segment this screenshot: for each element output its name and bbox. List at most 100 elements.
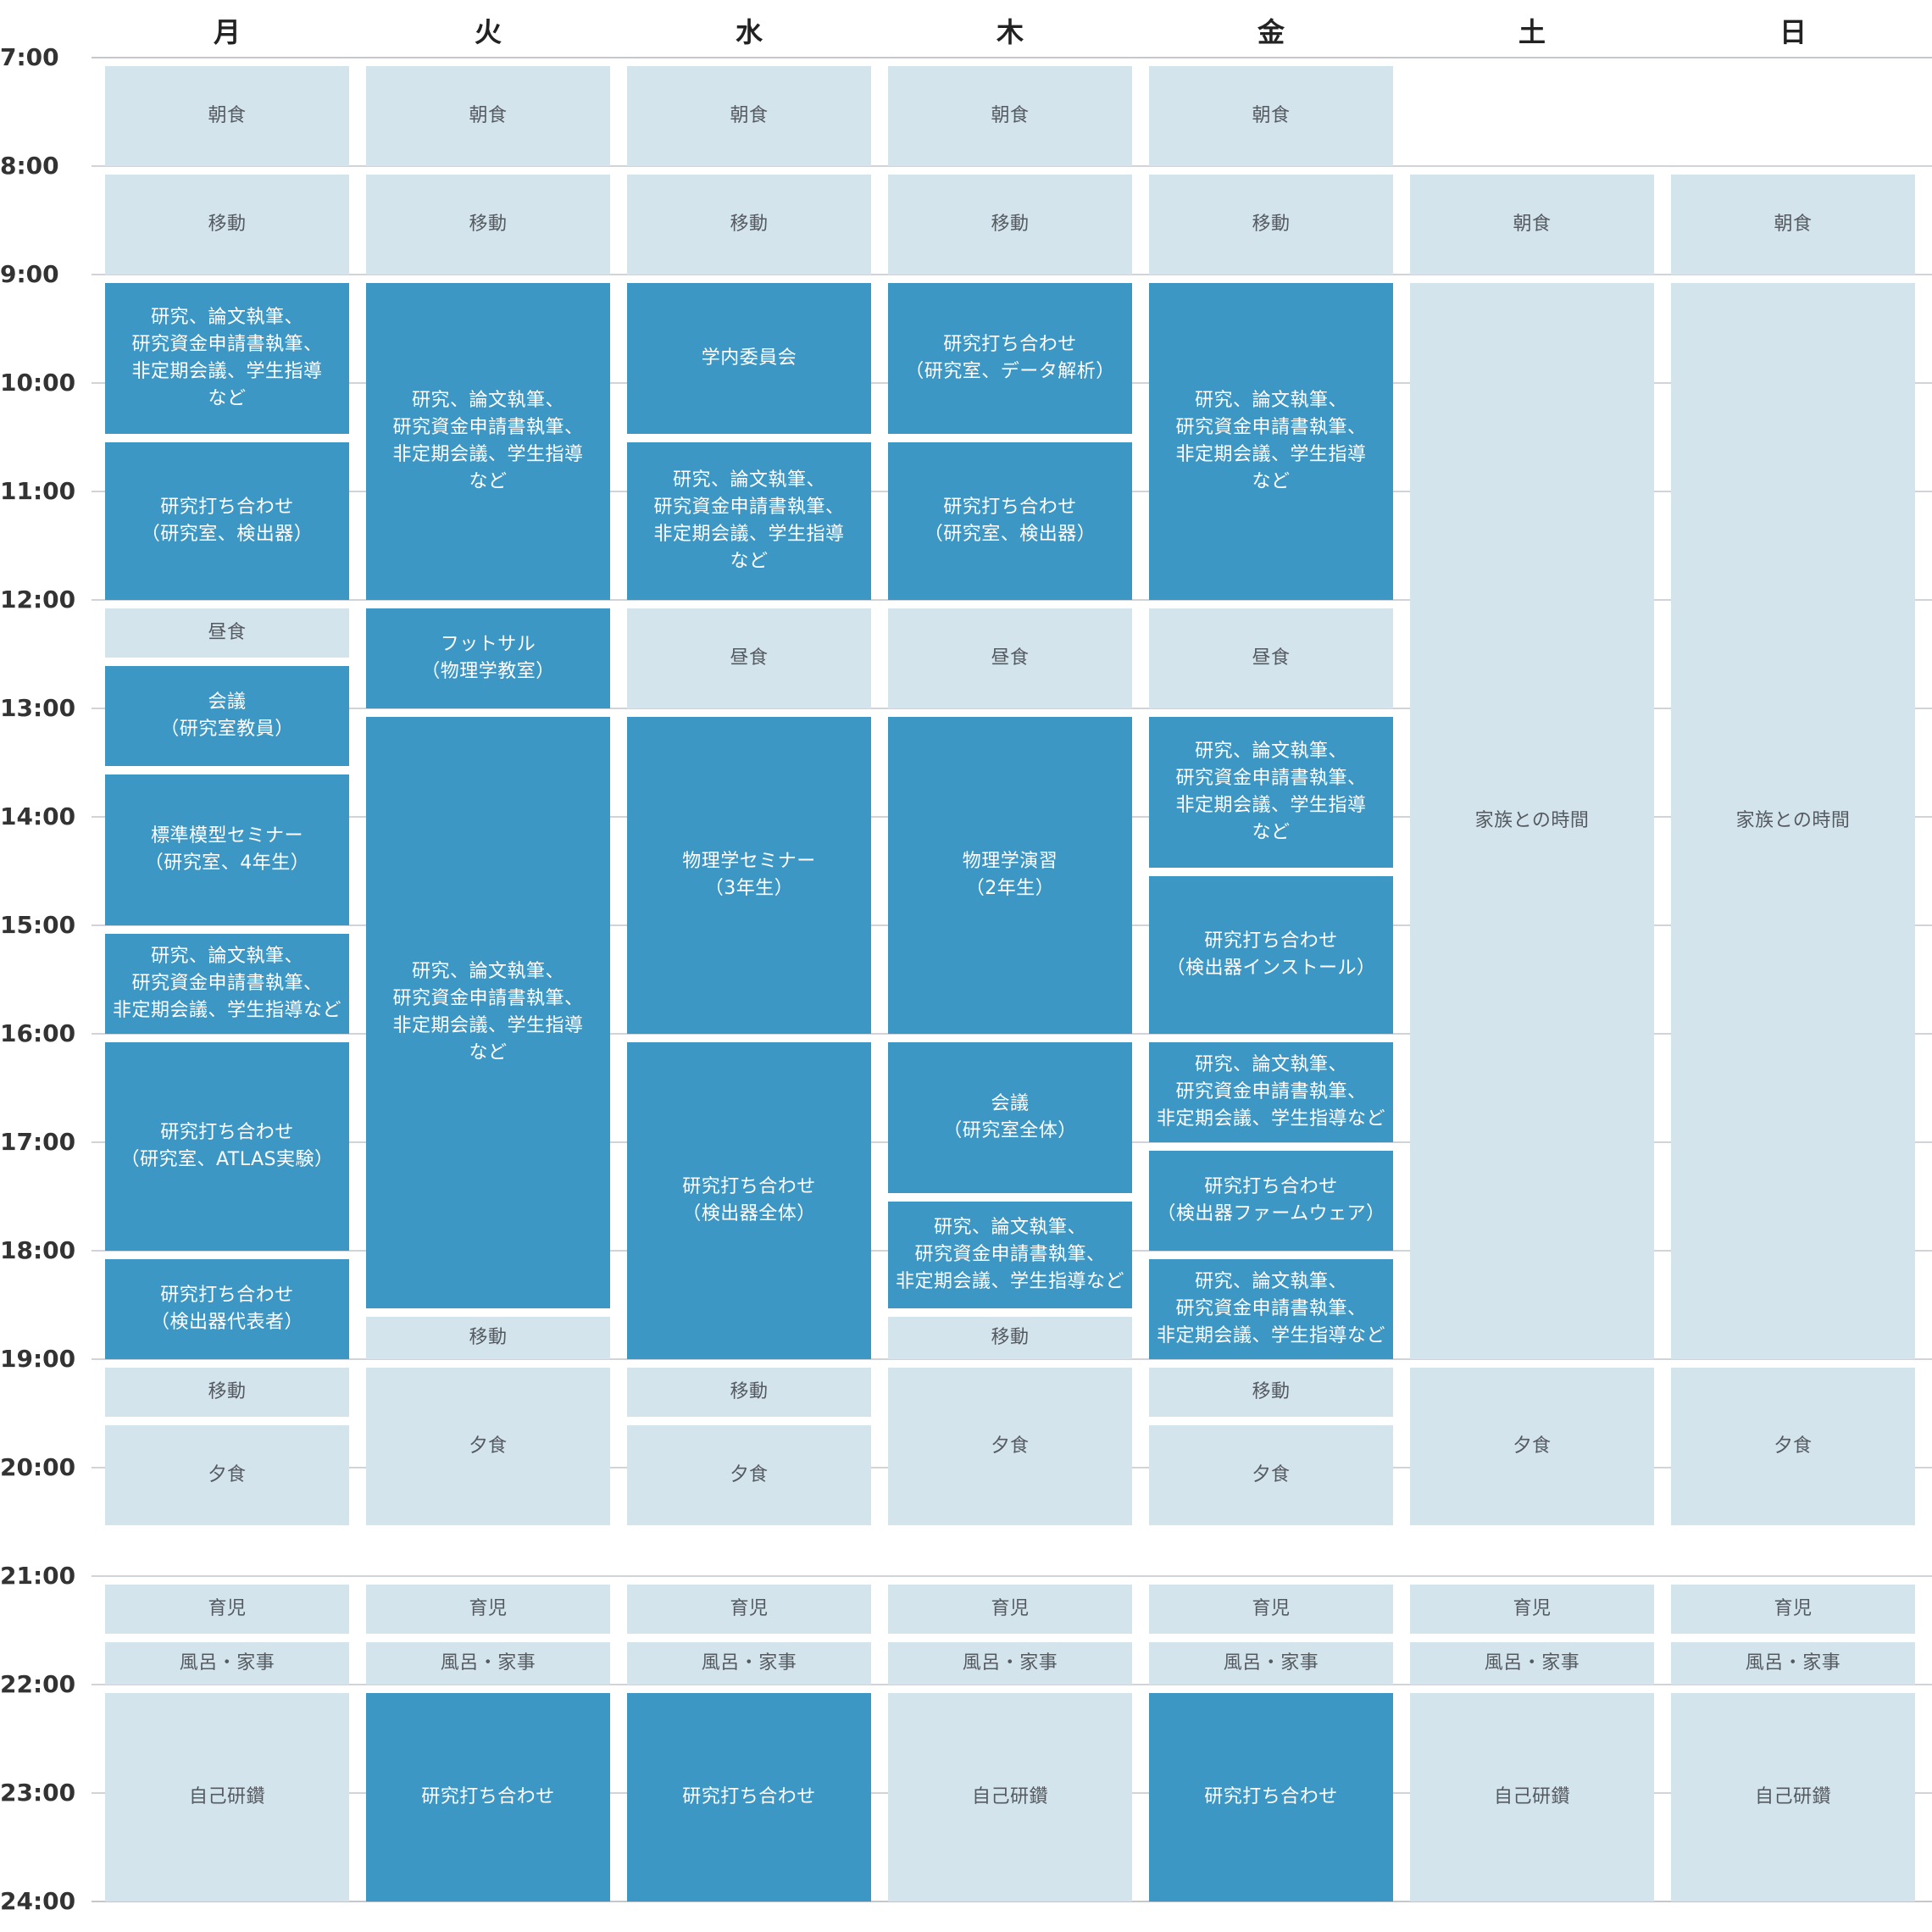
hour-gridline bbox=[92, 708, 1932, 709]
time-label: 22:00 bbox=[0, 1670, 76, 1698]
schedule-block: 研究打ち合わせ bbox=[1149, 1693, 1393, 1901]
schedule-block: 朝食 bbox=[1671, 175, 1915, 275]
schedule-block: 研究打ち合わせ bbox=[627, 1693, 871, 1901]
day-header: 木 bbox=[996, 16, 1024, 48]
time-label: 24:00 bbox=[0, 1887, 76, 1915]
schedule-block: 移動 bbox=[627, 175, 871, 275]
time-label: 12:00 bbox=[0, 586, 76, 613]
schedule-block: 研究打ち合わせ （検出器ファームウェア） bbox=[1149, 1151, 1393, 1251]
time-label: 7:00 bbox=[0, 43, 59, 71]
time-label: 19:00 bbox=[0, 1345, 76, 1373]
schedule-block: 研究、論文執筆、 研究資金申請書執筆、 非定期会議、学生指導 など bbox=[105, 283, 349, 435]
hour-gridline bbox=[92, 165, 1932, 167]
schedule-block: 物理学セミナー （3年生） bbox=[627, 717, 871, 1034]
schedule-block: 研究、論文執筆、 研究資金申請書執筆、 非定期会議、学生指導 など bbox=[1149, 283, 1393, 600]
schedule-block: 風呂・家事 bbox=[1410, 1641, 1654, 1685]
time-label: 11:00 bbox=[0, 477, 76, 505]
hour-gridline bbox=[92, 1684, 1932, 1685]
schedule-block: 移動 bbox=[888, 1316, 1132, 1359]
time-label: 21:00 bbox=[0, 1562, 76, 1590]
schedule-block: 研究打ち合わせ （研究室、データ解析） bbox=[888, 283, 1132, 435]
schedule-block: 研究、論文執筆、 研究資金申請書執筆、 非定期会議、学生指導など bbox=[1149, 1042, 1393, 1142]
hour-gridline bbox=[92, 599, 1932, 601]
schedule-block: 研究打ち合わせ （研究室、検出器） bbox=[888, 442, 1132, 600]
schedule-block: 自己研鑽 bbox=[1410, 1693, 1654, 1901]
schedule-block: 移動 bbox=[366, 175, 610, 275]
hour-gridline bbox=[92, 57, 1932, 58]
time-label: 23:00 bbox=[0, 1779, 76, 1807]
hour-gridline bbox=[92, 1901, 1932, 1902]
schedule-block: 家族との時間 bbox=[1671, 283, 1915, 1359]
day-header: 水 bbox=[735, 16, 763, 48]
schedule-block: 家族との時間 bbox=[1410, 283, 1654, 1359]
schedule-block: 物理学演習 （2年生） bbox=[888, 717, 1132, 1034]
schedule-block: 自己研鑽 bbox=[1671, 1693, 1915, 1901]
schedule-block: 研究打ち合わせ （検出器代表者） bbox=[105, 1259, 349, 1359]
time-label: 9:00 bbox=[0, 260, 59, 288]
schedule-block: 朝食 bbox=[888, 66, 1132, 166]
schedule-block: 育児 bbox=[366, 1585, 610, 1634]
schedule-block: 育児 bbox=[105, 1585, 349, 1634]
schedule-block: 風呂・家事 bbox=[366, 1641, 610, 1685]
schedule-block: 昼食 bbox=[888, 608, 1132, 708]
time-label: 17:00 bbox=[0, 1128, 76, 1156]
schedule-block: 研究打ち合わせ （検出器全体） bbox=[627, 1042, 871, 1359]
schedule-block: 夕食 bbox=[627, 1424, 871, 1525]
schedule-block: 夕食 bbox=[1671, 1368, 1915, 1525]
schedule-block: 研究打ち合わせ （検出器インストール） bbox=[1149, 876, 1393, 1034]
schedule-block: 夕食 bbox=[888, 1368, 1132, 1525]
schedule-block: 会議 （研究室教員） bbox=[105, 665, 349, 766]
time-label: 14:00 bbox=[0, 802, 76, 830]
day-header: 日 bbox=[1779, 16, 1807, 48]
day-header: 火 bbox=[474, 16, 502, 48]
schedule-block: 移動 bbox=[1149, 175, 1393, 275]
schedule-block: 昼食 bbox=[1149, 608, 1393, 708]
schedule-block: 育児 bbox=[1410, 1585, 1654, 1634]
schedule-block: 研究、論文執筆、 研究資金申請書執筆、 非定期会議、学生指導など bbox=[1149, 1259, 1393, 1359]
day-header: 金 bbox=[1257, 16, 1285, 48]
day-header: 土 bbox=[1518, 16, 1546, 48]
time-label: 20:00 bbox=[0, 1453, 76, 1481]
schedule-block: 移動 bbox=[627, 1368, 871, 1417]
schedule-block: 標準模型セミナー （研究室、4年生） bbox=[105, 774, 349, 925]
schedule-block: 昼食 bbox=[105, 608, 349, 658]
schedule-block: 育児 bbox=[1671, 1585, 1915, 1634]
schedule-block: 研究、論文執筆、 研究資金申請書執筆、 非定期会議、学生指導 など bbox=[1149, 717, 1393, 869]
hour-gridline bbox=[92, 1358, 1932, 1360]
schedule-block: 移動 bbox=[888, 175, 1132, 275]
schedule-block: 研究打ち合わせ （研究室、ATLAS実験） bbox=[105, 1042, 349, 1251]
schedule-block: 移動 bbox=[105, 1368, 349, 1417]
schedule-block: 研究打ち合わせ （研究室、検出器） bbox=[105, 442, 349, 600]
hour-gridline bbox=[92, 1033, 1932, 1035]
schedule-block: 朝食 bbox=[627, 66, 871, 166]
schedule-block: 育児 bbox=[888, 1585, 1132, 1634]
schedule-block: 夕食 bbox=[105, 1424, 349, 1525]
schedule-block: 風呂・家事 bbox=[105, 1641, 349, 1685]
schedule-block: 研究、論文執筆、 研究資金申請書執筆、 非定期会議、学生指導など bbox=[105, 934, 349, 1034]
schedule-block: 移動 bbox=[366, 1316, 610, 1359]
time-label: 18:00 bbox=[0, 1236, 76, 1264]
time-label: 8:00 bbox=[0, 152, 59, 180]
schedule-block: 風呂・家事 bbox=[1671, 1641, 1915, 1685]
time-label: 10:00 bbox=[0, 369, 76, 397]
schedule-block: 研究打ち合わせ bbox=[366, 1693, 610, 1901]
schedule-block: 朝食 bbox=[105, 66, 349, 166]
schedule-block: 移動 bbox=[1149, 1368, 1393, 1417]
schedule-block: フットサル （物理学教室） bbox=[366, 608, 610, 708]
hour-gridline bbox=[92, 274, 1932, 275]
schedule-block: 研究、論文執筆、 研究資金申請書執筆、 非定期会議、学生指導 など bbox=[366, 283, 610, 600]
schedule-block: 朝食 bbox=[1410, 175, 1654, 275]
schedule-block: 移動 bbox=[105, 175, 349, 275]
time-label: 13:00 bbox=[0, 694, 76, 722]
schedule-block: 夕食 bbox=[1410, 1368, 1654, 1525]
schedule-block: 朝食 bbox=[1149, 66, 1393, 166]
time-label: 15:00 bbox=[0, 911, 76, 939]
schedule-block: 夕食 bbox=[1149, 1424, 1393, 1525]
schedule-block: 育児 bbox=[627, 1585, 871, 1634]
schedule-block: 研究、論文執筆、 研究資金申請書執筆、 非定期会議、学生指導 など bbox=[366, 717, 610, 1308]
schedule-block: 研究、論文執筆、 研究資金申請書執筆、 非定期会議、学生指導 など bbox=[627, 442, 871, 600]
schedule-block: 自己研鑽 bbox=[105, 1693, 349, 1901]
schedule-block: 風呂・家事 bbox=[1149, 1641, 1393, 1685]
schedule-block: 自己研鑽 bbox=[888, 1693, 1132, 1901]
schedule-block: 学内委員会 bbox=[627, 283, 871, 435]
